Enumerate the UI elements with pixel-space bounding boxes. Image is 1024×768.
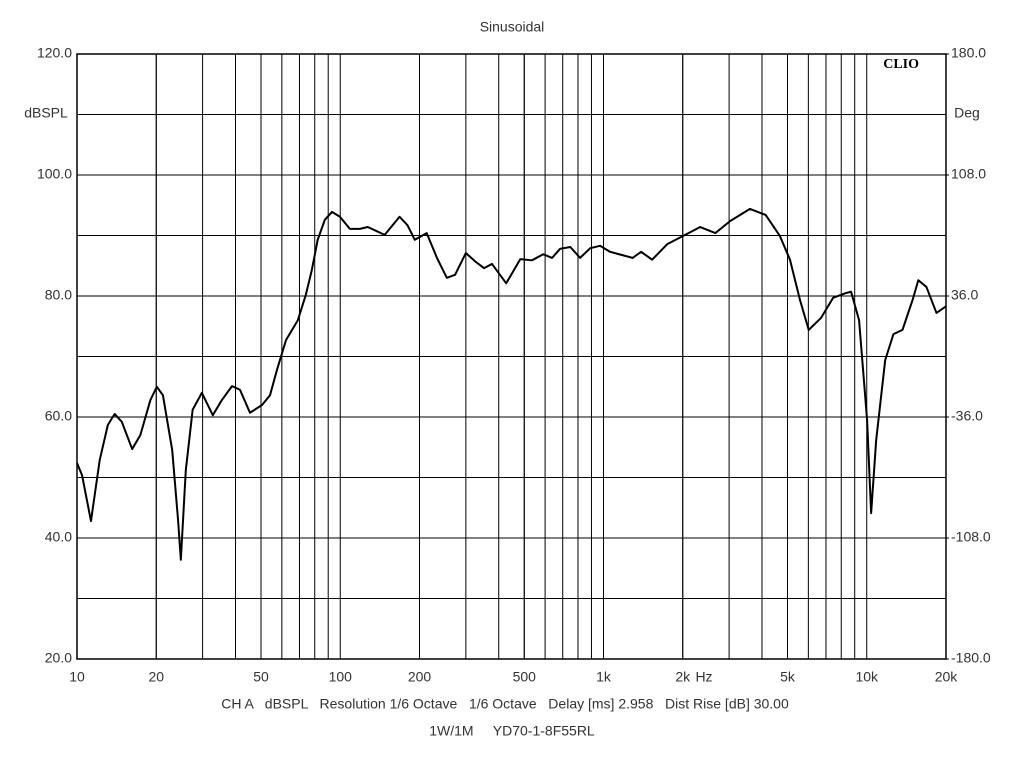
x-tick-label: 20 bbox=[148, 669, 164, 685]
y2-tick-label: 36.0 bbox=[951, 287, 978, 303]
y2-tick-label: 108.0 bbox=[951, 166, 986, 182]
y-tick-label: 100.0 bbox=[37, 166, 72, 182]
y-tick-label: 80.0 bbox=[45, 287, 72, 303]
plot-frame bbox=[76, 53, 947, 660]
x-axis-label: Hz bbox=[695, 669, 712, 685]
x-tick-label: 200 bbox=[408, 669, 432, 685]
x-tick-label: 10k bbox=[855, 669, 879, 685]
x-tick-label: 50 bbox=[253, 669, 269, 685]
x-tick-label: 2k bbox=[675, 669, 691, 685]
y-axis-label: dBSPL bbox=[24, 105, 68, 121]
chart-title: Sinusoidal bbox=[480, 19, 545, 35]
x-tick-label: 100 bbox=[329, 669, 353, 685]
y2-tick-label: -108.0 bbox=[951, 529, 991, 545]
x-tick-label: 10 bbox=[69, 669, 85, 685]
y2-tick-label: -36.0 bbox=[951, 408, 983, 424]
x-tick-label: 20k bbox=[935, 669, 959, 685]
y2-axis-label: Deg bbox=[954, 105, 980, 121]
y2-tick-label: 180.0 bbox=[951, 45, 986, 61]
y-tick-label: 40.0 bbox=[45, 529, 72, 545]
y-tick-label: 120.0 bbox=[37, 45, 72, 61]
y-tick-label: 60.0 bbox=[45, 408, 72, 424]
x-tick-label: 5k bbox=[780, 669, 796, 685]
spl-curve bbox=[76, 207, 947, 561]
x-tick-label: 1k bbox=[596, 669, 612, 685]
y2-tick-label: -180.0 bbox=[951, 650, 991, 666]
footer-text: 1W/1M YD70-1-8F55RL bbox=[429, 723, 595, 739]
x-tick-label: 500 bbox=[513, 669, 537, 685]
footer-text: CH A dBSPL Resolution 1/6 Octave 1/6 Oct… bbox=[221, 696, 789, 712]
watermark: CLIO bbox=[883, 57, 919, 72]
y-tick-label: 20.0 bbox=[45, 650, 72, 666]
